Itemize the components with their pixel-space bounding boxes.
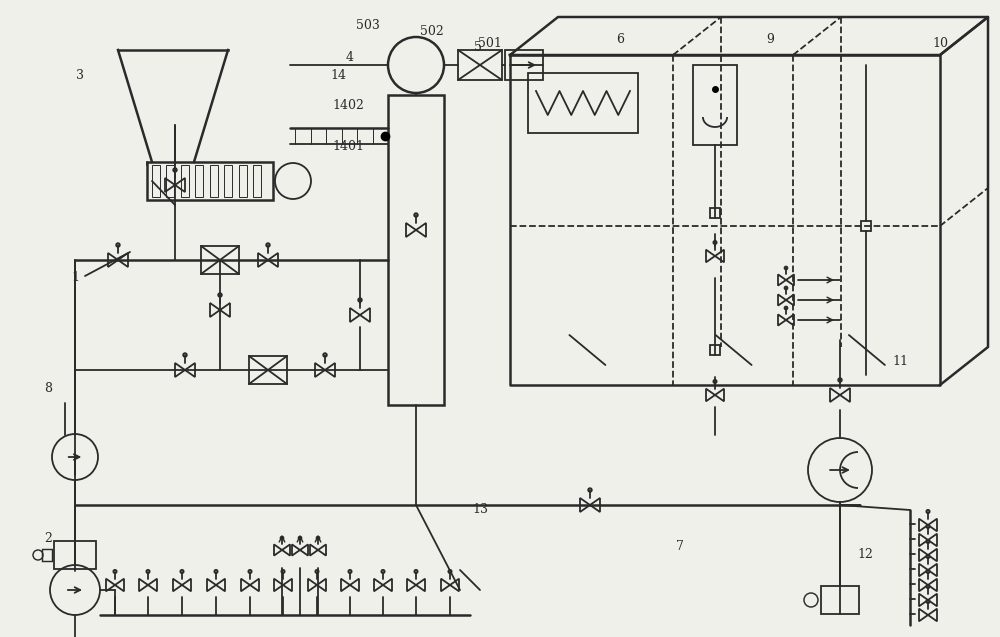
Bar [710,208,720,218]
Bar [458,50,502,80]
Text: 10: 10 [932,37,948,50]
Bar [249,356,287,384]
Bar [253,165,261,197]
Text: 9: 9 [766,33,774,46]
Bar [693,65,737,145]
Bar [861,221,871,231]
Text: 6: 6 [616,33,624,46]
Bar [152,165,160,197]
Text: 1402: 1402 [332,99,364,111]
Text: 4: 4 [346,51,354,64]
Bar [210,165,218,197]
Text: 502: 502 [420,25,444,38]
Bar [181,165,189,197]
Text: 501: 501 [478,37,502,50]
Bar [528,73,638,133]
Bar [195,165,203,197]
Text: 8: 8 [44,382,52,395]
Bar [166,165,174,197]
Text: 11: 11 [892,355,908,368]
Text: 2: 2 [44,532,52,545]
Text: 14: 14 [330,69,346,82]
Bar [710,345,720,355]
Bar [821,586,859,614]
Text: 12: 12 [857,548,873,561]
Text: 1: 1 [71,271,79,283]
Bar [239,165,247,197]
Text: 3: 3 [76,69,84,82]
Bar [201,246,239,274]
Bar [224,165,232,197]
Text: 13: 13 [472,503,488,516]
Bar [54,541,96,569]
Text: 1401: 1401 [332,140,364,153]
Bar [42,549,52,561]
Bar [388,95,444,405]
Bar [147,162,273,200]
Text: 5: 5 [474,41,482,54]
Text: 7: 7 [676,540,684,553]
Bar [505,50,543,80]
Text: 503: 503 [356,19,380,32]
